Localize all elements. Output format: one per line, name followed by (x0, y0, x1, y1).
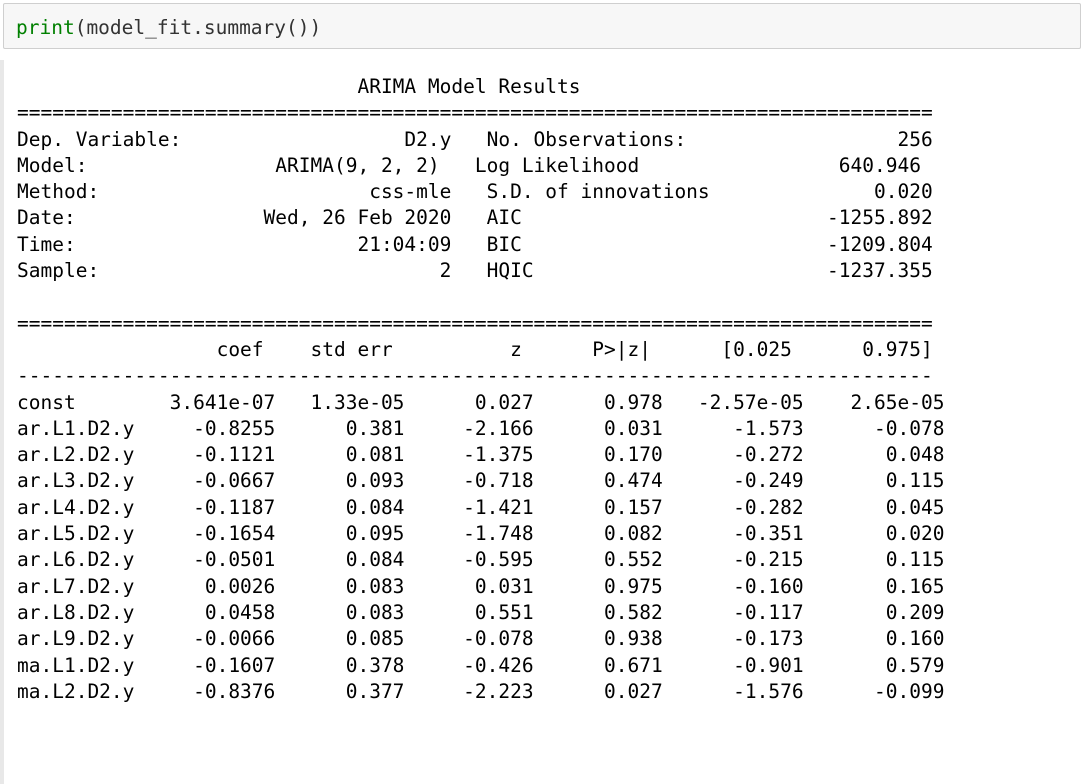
coef-table-header: coef std err z P>|z| [0.025 0.975] (17, 337, 933, 361)
coef-row-ar-l3: ar.L3.D2.y -0.0667 0.093 -0.718 0.474 -0… (17, 469, 945, 493)
coef-row-ar-l8: ar.L8.D2.y 0.0458 0.083 0.551 0.582 -0.1… (17, 600, 945, 624)
summary-row-dep-variable: Dep. Variable: D2.y No. Observations: 25… (17, 127, 933, 151)
summary-row-sample: Sample: 2 HQIC -1237.355 (17, 259, 933, 283)
coef-row-ar-l5: ar.L5.D2.y -0.1654 0.095 -1.748 0.082 -0… (17, 522, 945, 546)
coef-row-const: const 3.641e-07 1.33e-05 0.027 0.978 -2.… (17, 390, 945, 414)
coef-row-ma-l1: ma.L1.D2.y -0.1607 0.378 -0.426 0.671 -0… (17, 653, 945, 677)
coef-row-ar-l2: ar.L2.D2.y -0.1121 0.081 -1.375 0.170 -0… (17, 443, 945, 467)
coef-row-ar-l7: ar.L7.D2.y 0.0026 0.083 0.031 0.975 -0.1… (17, 574, 945, 598)
output-cell: ARIMA Model Results ====================… (0, 60, 1086, 784)
coef-row-ar-l9: ar.L9.D2.y -0.0066 0.085 -0.078 0.938 -0… (17, 627, 945, 651)
code-expression: (model_fit.summary()) (74, 16, 322, 39)
arima-summary-output: ARIMA Model Results ====================… (17, 74, 944, 705)
blank-line (17, 284, 944, 310)
summary-row-model: Model: ARIMA(9, 2, 2) Log Likelihood 640… (17, 153, 921, 177)
coef-row-ar-l6: ar.L6.D2.y -0.0501 0.084 -0.595 0.552 -0… (17, 548, 945, 572)
summary-row-time: Time: 21:04:09 BIC -1209.804 (17, 232, 933, 256)
summary-title: ARIMA Model Results (17, 75, 933, 98)
summary-row-method: Method: css-mle S.D. of innovations 0.02… (17, 180, 933, 204)
print-keyword: print (16, 16, 75, 39)
coef-row-ma-l2: ma.L2.D2.y -0.8376 0.377 -2.223 0.027 -1… (17, 679, 945, 703)
separator-line: ========================================… (17, 311, 933, 335)
dash-separator-line: ----------------------------------------… (17, 364, 933, 388)
coef-row-ar-l1: ar.L1.D2.y -0.8255 0.381 -2.166 0.031 -1… (17, 416, 945, 440)
summary-row-date: Date: Wed, 26 Feb 2020 AIC -1255.892 (17, 206, 933, 230)
code-input-cell[interactable]: print(model_fit.summary()) (3, 3, 1081, 49)
coef-row-ar-l4: ar.L4.D2.y -0.1187 0.084 -1.421 0.157 -0… (17, 495, 945, 519)
separator-line: ========================================… (17, 101, 933, 125)
code-line[interactable]: print(model_fit.summary()) (16, 16, 321, 40)
